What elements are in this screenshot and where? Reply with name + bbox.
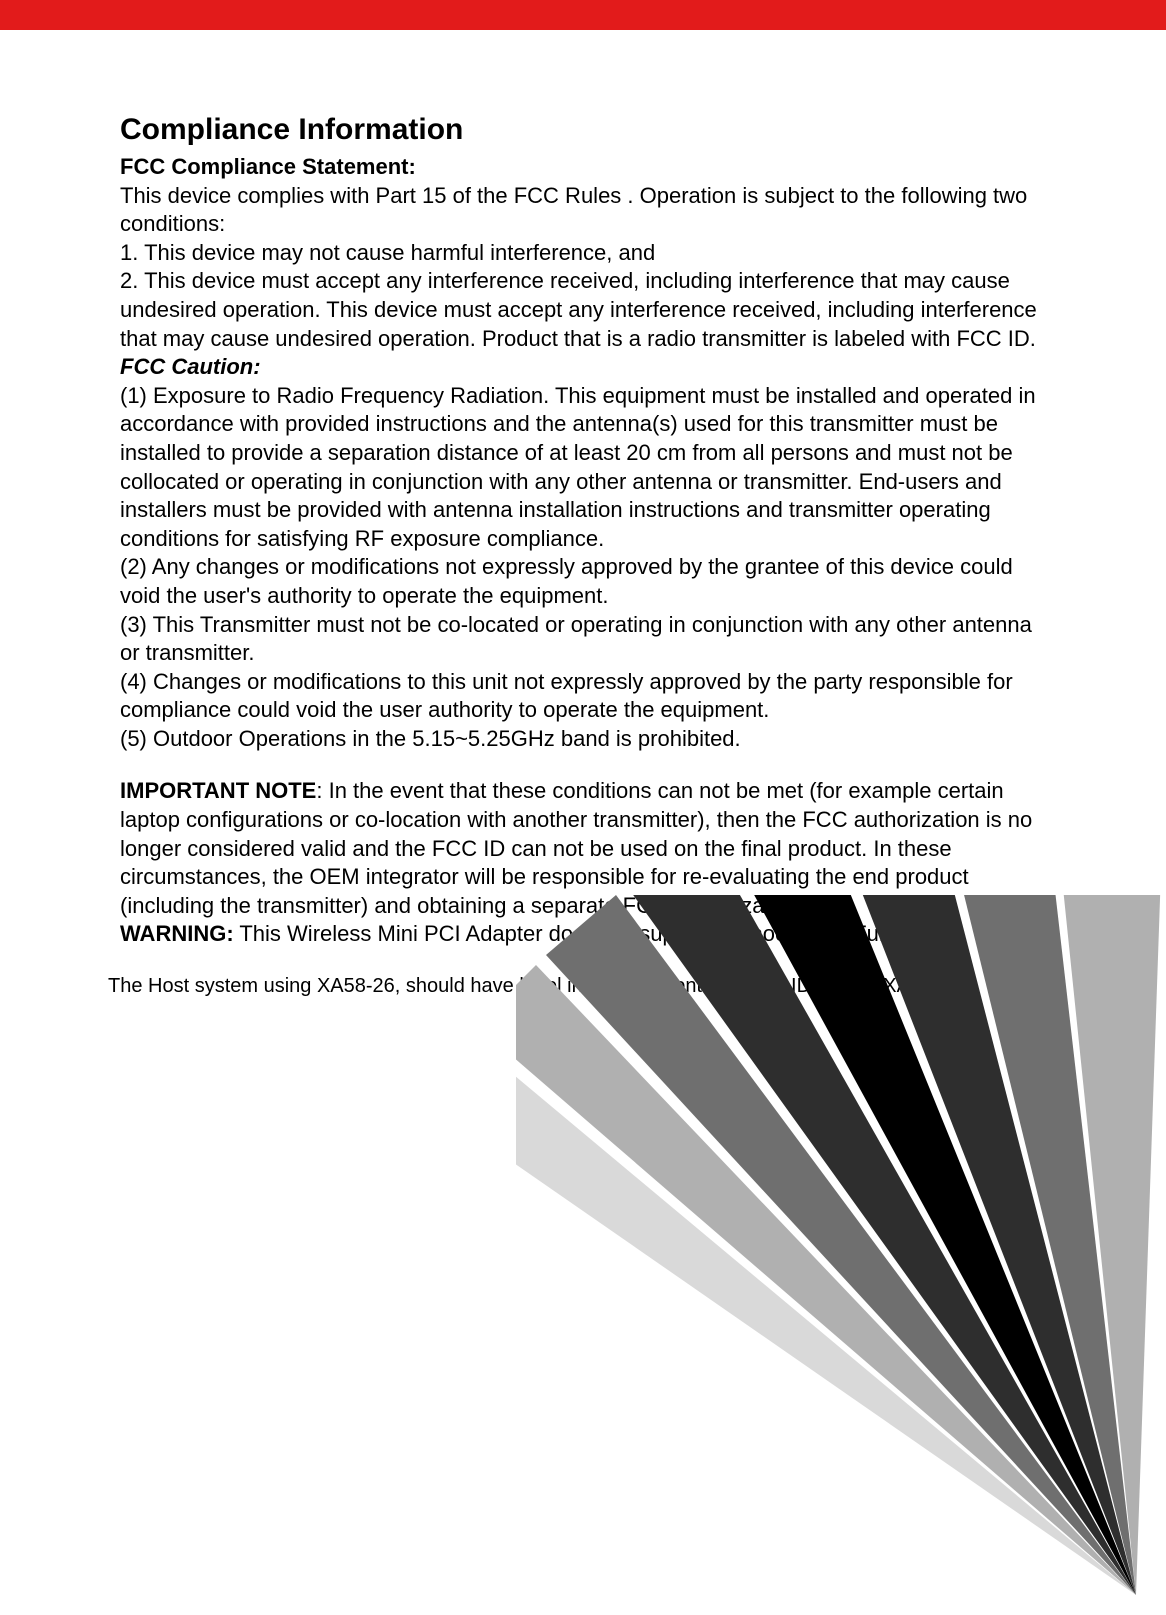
fcc-caution-3: (3) This Transmitter must not be co-loca…: [120, 611, 1056, 668]
fcc-compliance-heading: FCC Compliance Statement:: [120, 154, 416, 179]
fcc-caution-1: (1) Exposure to Radio Frequency Radiatio…: [120, 382, 1056, 554]
page-title: Compliance Information: [120, 110, 1056, 149]
fcc-caution-4: (4) Changes or modifications to this uni…: [120, 668, 1056, 725]
warning-paragraph: WARNING: This Wireless Mini PCI Adapter …: [120, 920, 1056, 949]
important-note-paragraph: IMPORTANT NOTE: In the event that these …: [120, 777, 1056, 920]
warning-body: This Wireless Mini PCI Adapter does not …: [234, 921, 938, 946]
fcc-caution-heading: FCC Caution:: [120, 354, 261, 379]
fcc-condition-2: 2. This device must accept any interfere…: [120, 267, 1056, 353]
fcc-body-intro: This device complies with Part 15 of the…: [120, 182, 1056, 239]
decorative-fan-graphic: [516, 895, 1166, 1615]
host-system-note: The Host system using XA58-26, should ha…: [108, 973, 1056, 999]
fcc-caution-2: (2) Any changes or modifications not exp…: [120, 553, 1056, 610]
top-red-bar: [0, 0, 1166, 30]
warning-label: WARNING:: [120, 921, 234, 946]
document-body: Compliance Information FCC Compliance St…: [0, 30, 1166, 999]
important-note-label: IMPORTANT NOTE: [120, 778, 316, 803]
fcc-condition-1: 1. This device may not cause harmful int…: [120, 239, 1056, 268]
fcc-caution-5: (5) Outdoor Operations in the 5.15~5.25G…: [120, 725, 1056, 754]
